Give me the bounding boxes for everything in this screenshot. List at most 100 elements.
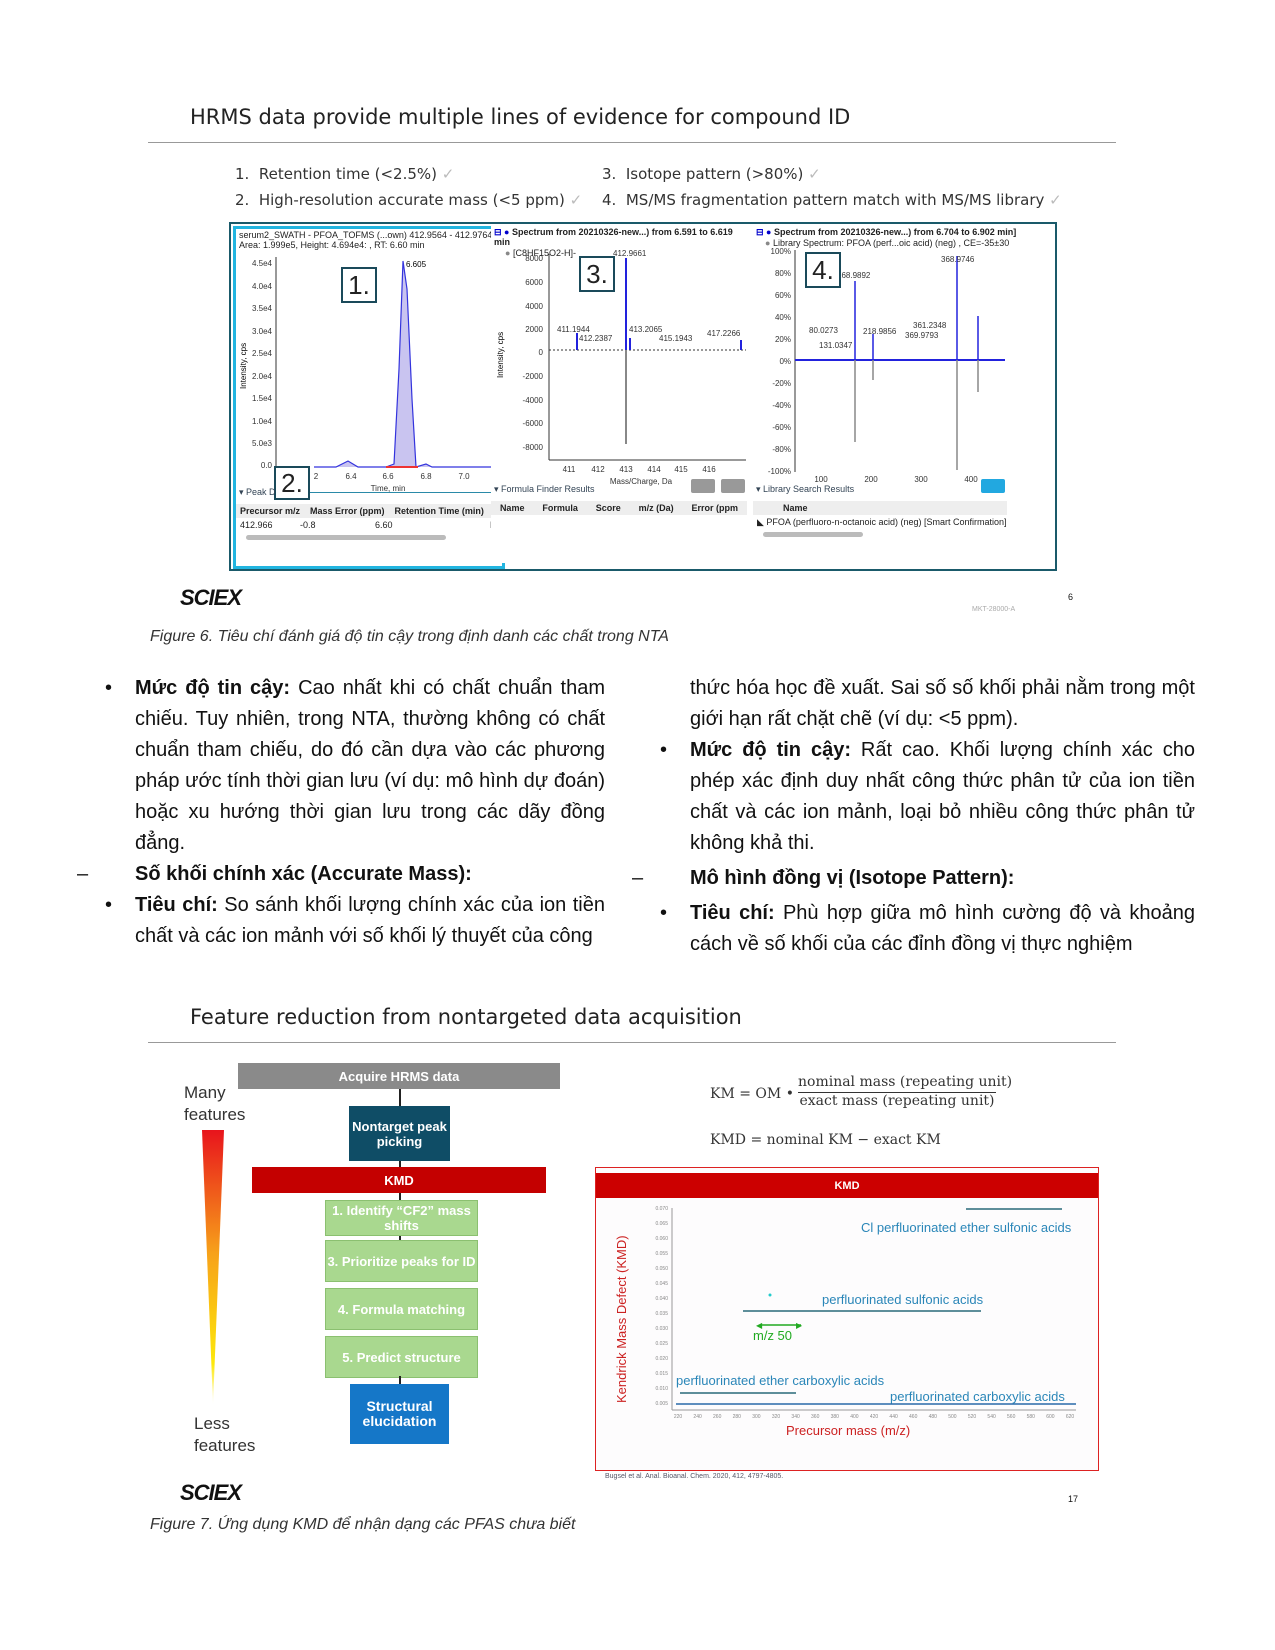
library-refresh-button[interactable] (981, 479, 1005, 493)
x-tick: 620 (1066, 1414, 1075, 1420)
slide-page-number: 17 (1068, 1494, 1079, 1504)
xic-header: serum2_SWATH - PFOA_TOFMS (...own) 412.9… (239, 230, 498, 250)
kmd-chart-header: KMD (596, 1173, 1098, 1198)
badge-2: 2. (274, 466, 310, 500)
slide-code: MKT-28000-A (972, 606, 1016, 613)
y-tick: 0.065 (655, 1221, 668, 1227)
kmd-scatter: 0.070 0.065 0.060 0.055 0.050 0.045 0.040 0.035… (655, 1206, 1076, 1420)
svg-text:4000: 4000 (525, 302, 543, 311)
library-panel: ⊟ ● Spectrum from 20210326-new...) from … (753, 226, 1051, 563)
y-tick: 5.0e3 (252, 439, 273, 448)
y-tick: 0.020 (655, 1356, 668, 1362)
flow-identify-cf2: 1. Identify “CF2” mass shifts (325, 1200, 478, 1236)
x-tick: 600 (1046, 1414, 1055, 1420)
svg-text:7.0: 7.0 (458, 472, 470, 481)
svg-text:411.1944: 411.1944 (557, 325, 590, 334)
label-sulfonic: perfluorinated sulfonic acids (822, 1292, 984, 1307)
formula-button-2[interactable] (721, 479, 745, 493)
y-tick: 4.0e4 (252, 282, 273, 291)
figure7-caption: Figure 7. Ứng dụng KMD để nhận dạng các … (150, 1516, 576, 1533)
svg-text:6.4: 6.4 (345, 472, 357, 481)
svg-text:6000: 6000 (525, 278, 543, 287)
flow-predict-structure: 5. Predict structure (325, 1336, 478, 1378)
y-tick: 0.025 (655, 1341, 668, 1347)
svg-text:100: 100 (814, 475, 828, 484)
xic-panel: serum2_SWATH - PFOA_TOFMS (...own) 412.9… (233, 226, 506, 569)
y-label: Intensity, cps (239, 343, 248, 389)
label-carboxylic: perfluorinated carboxylic acids (890, 1389, 1065, 1404)
svg-text:200: 200 (864, 475, 878, 484)
results-table-row: 412.966-0.86.60N. (240, 520, 499, 530)
svg-text:0%: 0% (779, 357, 791, 366)
x-tick: 500 (948, 1414, 957, 1420)
x-tick: 220 (674, 1414, 683, 1420)
svg-text:-60%: -60% (772, 423, 791, 432)
title-rule (148, 1042, 1116, 1043)
flow-peak-picking: Nontarget peak picking (349, 1106, 450, 1161)
svg-text:-100%: -100% (768, 467, 791, 476)
check-icon: ✓ (1049, 191, 1062, 209)
y-tick: 0.055 (655, 1251, 668, 1257)
check-icon: ✓ (441, 165, 455, 183)
svg-text:2000: 2000 (525, 325, 543, 334)
x-tick: 400 (850, 1414, 859, 1420)
sciex-logo: SCIEX (180, 1480, 242, 1505)
x-tick: 260 (713, 1414, 722, 1420)
horizontal-scrollbar[interactable] (246, 535, 446, 540)
km-equation-fraction: nominal mass (repeating unit) exact mass … (798, 1074, 1013, 1109)
figure6-caption: Figure 6. Tiêu chí đánh giá độ tin cậy t… (150, 628, 669, 645)
y-tick: 0.005 (655, 1401, 668, 1407)
svg-text:-80%: -80% (772, 445, 791, 454)
svg-text:417.2266: 417.2266 (707, 329, 741, 338)
svg-text:▶: ▶ (796, 1321, 803, 1330)
library-search-section[interactable]: ▾ Library Search Results (756, 484, 855, 494)
flow-formula-matching: 4. Formula matching (325, 1288, 478, 1330)
y-tick: 1.0e4 (252, 417, 273, 426)
kmd-equation: KMD = nominal KM − exact KM (710, 1132, 941, 1148)
criterion-1: 1. Retention time (<2.5%) ✓ (235, 165, 455, 183)
svg-text:80.0273: 80.0273 (809, 326, 838, 335)
svg-text:-2000: -2000 (523, 372, 544, 381)
y-tick: 0.050 (655, 1266, 668, 1272)
svg-text:-4000: -4000 (523, 396, 544, 405)
slide-page-number: 6 (1068, 592, 1074, 602)
label-cl-ether-sulfonic: Cl perfluorinated ether sulfonic acids (861, 1220, 1072, 1235)
criterion-4: 4. MS/MS fragmentation pattern match wit… (602, 191, 1062, 209)
svg-text:168.9892: 168.9892 (837, 271, 871, 280)
svg-text:-8000: -8000 (523, 443, 544, 452)
badge-1: 1. (341, 267, 377, 303)
y-tick: 0.030 (655, 1326, 668, 1332)
svg-text:218.9856: 218.9856 (863, 327, 897, 336)
x-tick: 480 (929, 1414, 938, 1420)
y-tick: 4.5e4 (252, 259, 273, 268)
svg-text:40%: 40% (775, 313, 791, 322)
mz50-label: m/z 50 (753, 1328, 793, 1343)
horizontal-scrollbar[interactable] (763, 532, 863, 537)
km-equation-lhs: KM = OM • (710, 1086, 794, 1102)
peak-section[interactable]: ▾ Peak D (239, 487, 276, 497)
svg-text:369.9793: 369.9793 (905, 331, 939, 340)
svg-text:8000: 8000 (525, 254, 543, 263)
svg-text:-20%: -20% (772, 379, 791, 388)
library-table-row[interactable]: ◣ PFOA (perfluoro-n-octanoic acid) (neg)… (757, 517, 1007, 527)
y-tick: 0.0 (261, 461, 273, 470)
check-icon: ✓ (569, 191, 583, 209)
x-tick: 440 (889, 1414, 898, 1420)
formula-finder-section[interactable]: ▾ Formula Finder Results (494, 484, 595, 494)
xic-chart: 4.5e4 4.0e4 3.5e4 3.0e4 2.5e4 2.0e4 1.5e… (239, 257, 498, 493)
y-tick: 2.0e4 (252, 372, 273, 381)
badge-3: 3. (579, 256, 615, 292)
y-tick: 0.035 (655, 1311, 668, 1317)
formula-button-1[interactable] (691, 479, 715, 493)
x-tick: 460 (909, 1414, 918, 1420)
flow-structural-elucidation: Structural elucidation (350, 1384, 449, 1444)
svg-text:20%: 20% (775, 335, 791, 344)
y-tick: 0.040 (655, 1296, 668, 1302)
svg-text:415.1943: 415.1943 (659, 334, 693, 343)
sciex-logo: SCIEX (180, 585, 242, 610)
svg-text:416: 416 (702, 465, 716, 474)
bullet-reliability: Mức độ tin cậy: Cao nhất khi có chất chu… (105, 673, 605, 859)
heading-isotope-pattern: Mô hình đồng vị (Isotope Pattern): (632, 863, 1195, 894)
svg-text:361.2348: 361.2348 (913, 321, 947, 330)
x-tick: 580 (1027, 1414, 1036, 1420)
